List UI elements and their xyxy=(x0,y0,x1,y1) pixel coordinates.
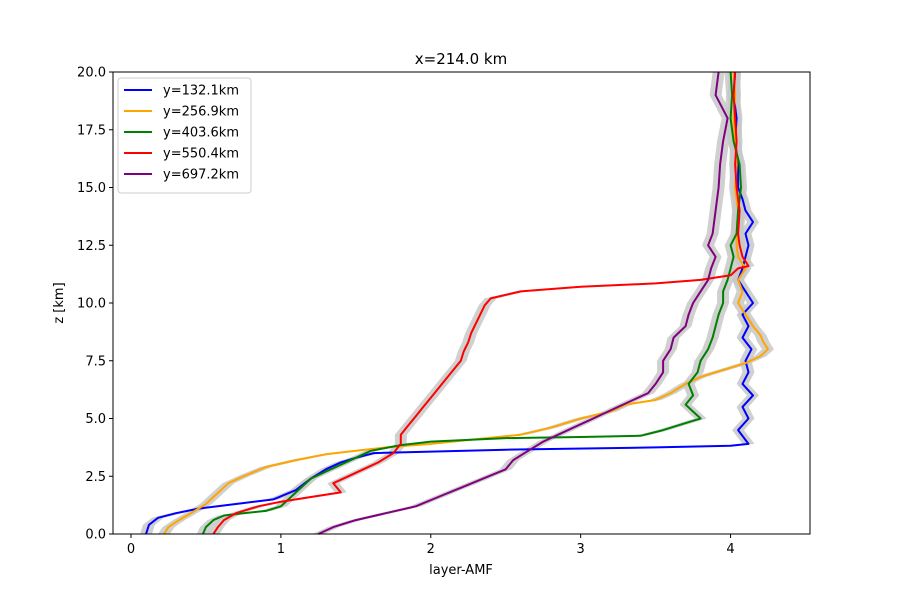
x-tick-label: 1 xyxy=(277,542,285,557)
legend: y=132.1km y=256.9km y=403.6km y=550.4km y=69… xyxy=(117,77,252,194)
y-axis-label: z [km] xyxy=(52,282,67,323)
y-tick-label: 5.0 xyxy=(85,412,106,427)
x-tick-label: 4 xyxy=(726,542,734,557)
y-tick-label: 20.0 xyxy=(77,66,106,81)
legend-box xyxy=(117,77,252,194)
legend-label-2: y=256.9km xyxy=(163,105,239,120)
y-tick-label: 2.5 xyxy=(85,470,106,485)
y-tick-label: 10.0 xyxy=(77,297,106,312)
x-axis: 0 1 2 3 4 xyxy=(127,534,735,557)
y-tick-label: 0.0 xyxy=(85,528,106,543)
y-tick-label: 15.0 xyxy=(77,181,106,196)
series-line-2 xyxy=(163,71,769,535)
legend-label-1: y=132.1km xyxy=(163,84,239,99)
x-tick-label: 2 xyxy=(427,542,435,557)
uncertainty-band-2 xyxy=(158,72,774,534)
legend-label-4: y=550.4km xyxy=(163,147,239,162)
x-tick-label: 3 xyxy=(577,542,585,557)
x-tick-label: 0 xyxy=(127,542,135,557)
chart-title: x=214.0 km xyxy=(415,50,507,68)
uncertainty-band-4 xyxy=(207,72,755,534)
x-axis-label: layer-AMF xyxy=(429,563,493,578)
y-tick-label: 7.5 xyxy=(85,354,106,369)
y-tick-label: 17.5 xyxy=(77,123,106,138)
series-line-1 xyxy=(145,71,754,535)
series-line-4 xyxy=(212,71,750,535)
series-lines xyxy=(145,71,769,535)
legend-label-3: y=403.6km xyxy=(163,126,239,141)
y-tick-label: 12.5 xyxy=(77,239,106,254)
series-line-3 xyxy=(201,71,742,535)
series-line-5 xyxy=(317,71,729,535)
uncertainty-bands xyxy=(140,72,774,534)
y-axis: 0.0 2.5 5.0 7.5 10.0 12.5 15.0 17.5 20.0 xyxy=(77,66,113,543)
legend-label-5: y=697.2km xyxy=(163,168,239,183)
